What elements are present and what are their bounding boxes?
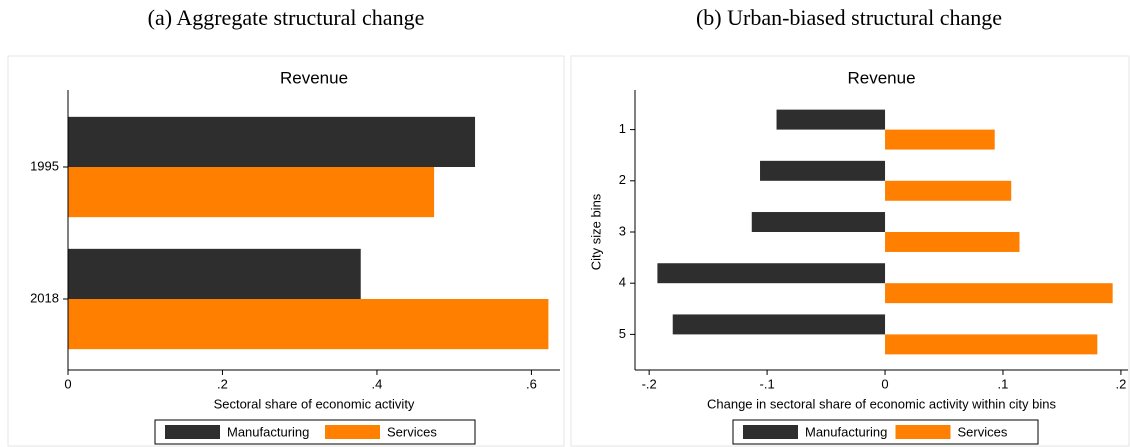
- y-tick-label: 2018: [30, 290, 59, 305]
- bar: [68, 116, 476, 167]
- x-tick-label: 0: [881, 376, 888, 391]
- panel-title: (a) Aggregate structural change: [148, 5, 425, 30]
- bar: [885, 334, 1098, 355]
- legend-swatch: [895, 425, 951, 439]
- legend-frame: [154, 419, 476, 445]
- bar: [68, 167, 435, 218]
- x-tick-label: 0: [64, 376, 71, 391]
- legend-label: Services: [387, 424, 437, 439]
- y-tick-label: 2: [619, 172, 626, 187]
- bar: [760, 160, 886, 181]
- x-tick-label: -.1: [760, 376, 775, 391]
- bar: [672, 314, 886, 335]
- x-axis-label: Sectoral share of economic activity: [214, 396, 415, 411]
- y-tick-label: 5: [619, 326, 626, 341]
- x-tick-label: .2: [217, 376, 228, 391]
- x-axis-label: Change in sectoral share of economic act…: [707, 396, 1056, 411]
- y-axis-label: City size bins: [588, 193, 603, 270]
- legend-label: Manufacturing: [227, 424, 309, 439]
- chart-subtitle: Revenue: [847, 68, 915, 87]
- bar: [885, 283, 1113, 304]
- legend-swatch: [325, 425, 380, 439]
- chart-subtitle: Revenue: [280, 68, 348, 87]
- x-tick-label: .6: [526, 376, 537, 391]
- y-tick-label: 3: [619, 223, 626, 238]
- bar: [885, 232, 1020, 252]
- bar: [657, 263, 886, 284]
- y-tick-label: 1995: [30, 158, 59, 173]
- y-tick-label: 4: [619, 275, 626, 290]
- bar: [68, 248, 361, 299]
- bar: [885, 180, 1012, 201]
- legend-swatch: [165, 425, 220, 439]
- bar: [776, 109, 886, 130]
- bar: [751, 212, 886, 232]
- x-tick-label: .1: [998, 376, 1009, 391]
- x-tick-label: .2: [1116, 376, 1127, 391]
- bar: [68, 299, 549, 350]
- legend-swatch: [743, 425, 798, 439]
- x-tick-label: -.2: [642, 376, 657, 391]
- panel-title: (b) Urban-biased structural change: [696, 5, 1002, 30]
- legend-label: Services: [958, 424, 1008, 439]
- legend-label: Manufacturing: [805, 424, 887, 439]
- x-tick-label: .4: [372, 376, 383, 391]
- bar: [885, 129, 995, 150]
- y-tick-label: 1: [619, 121, 626, 136]
